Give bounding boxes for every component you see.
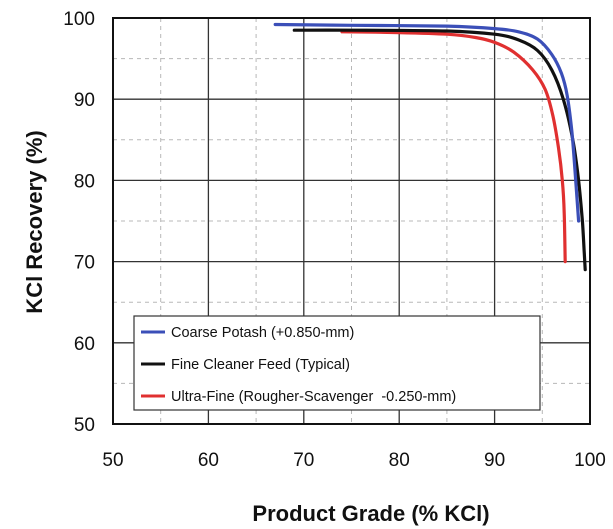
y-tick-label: 70: [74, 253, 95, 274]
plot-area-frame: [112, 17, 591, 425]
legend: Coarse Potash (+0.850-mm) Fine Cleaner F…: [133, 315, 541, 411]
legend-entry-coarse-potash: Coarse Potash (+0.850-mm): [141, 325, 354, 341]
legend-label: Ultra-Fine (Rougher-Scavenger -0.250-mm): [171, 389, 456, 405]
x-axis-ticks: 50 60 70 80 90 100: [102, 450, 605, 471]
y-tick-label: 80: [74, 171, 95, 192]
x-axis-title: Product Grade (% KCl): [252, 501, 489, 526]
legend-entry-ultra-fine: Ultra-Fine (Rougher-Scavenger -0.250-mm): [141, 389, 456, 405]
y-axis-ticks: 50 60 70 80 90 100: [63, 9, 95, 436]
series-line-1: [292, 28, 587, 272]
x-tick-label: 90: [484, 450, 505, 471]
legend-label: Fine Cleaner Feed (Typical): [171, 357, 350, 373]
series-line-0: [273, 22, 581, 223]
x-tick-label: 50: [102, 450, 123, 471]
legend-label: Coarse Potash (+0.850-mm): [171, 325, 354, 341]
y-axis-title: KCl Recovery (%): [22, 130, 47, 313]
x-tick-label: 100: [574, 450, 606, 471]
y-tick-label: 90: [74, 90, 95, 111]
x-tick-label: 80: [389, 450, 410, 471]
y-tick-label: 60: [74, 334, 95, 355]
legend-box: [133, 315, 541, 411]
x-tick-label: 70: [293, 450, 314, 471]
series-line-2: [340, 30, 567, 264]
legend-entry-fine-cleaner-feed: Fine Cleaner Feed (Typical): [141, 357, 350, 373]
series-lines: [273, 22, 587, 272]
y-tick-label: 50: [74, 415, 95, 436]
x-tick-label: 60: [198, 450, 219, 471]
y-tick-label: 100: [63, 9, 95, 30]
